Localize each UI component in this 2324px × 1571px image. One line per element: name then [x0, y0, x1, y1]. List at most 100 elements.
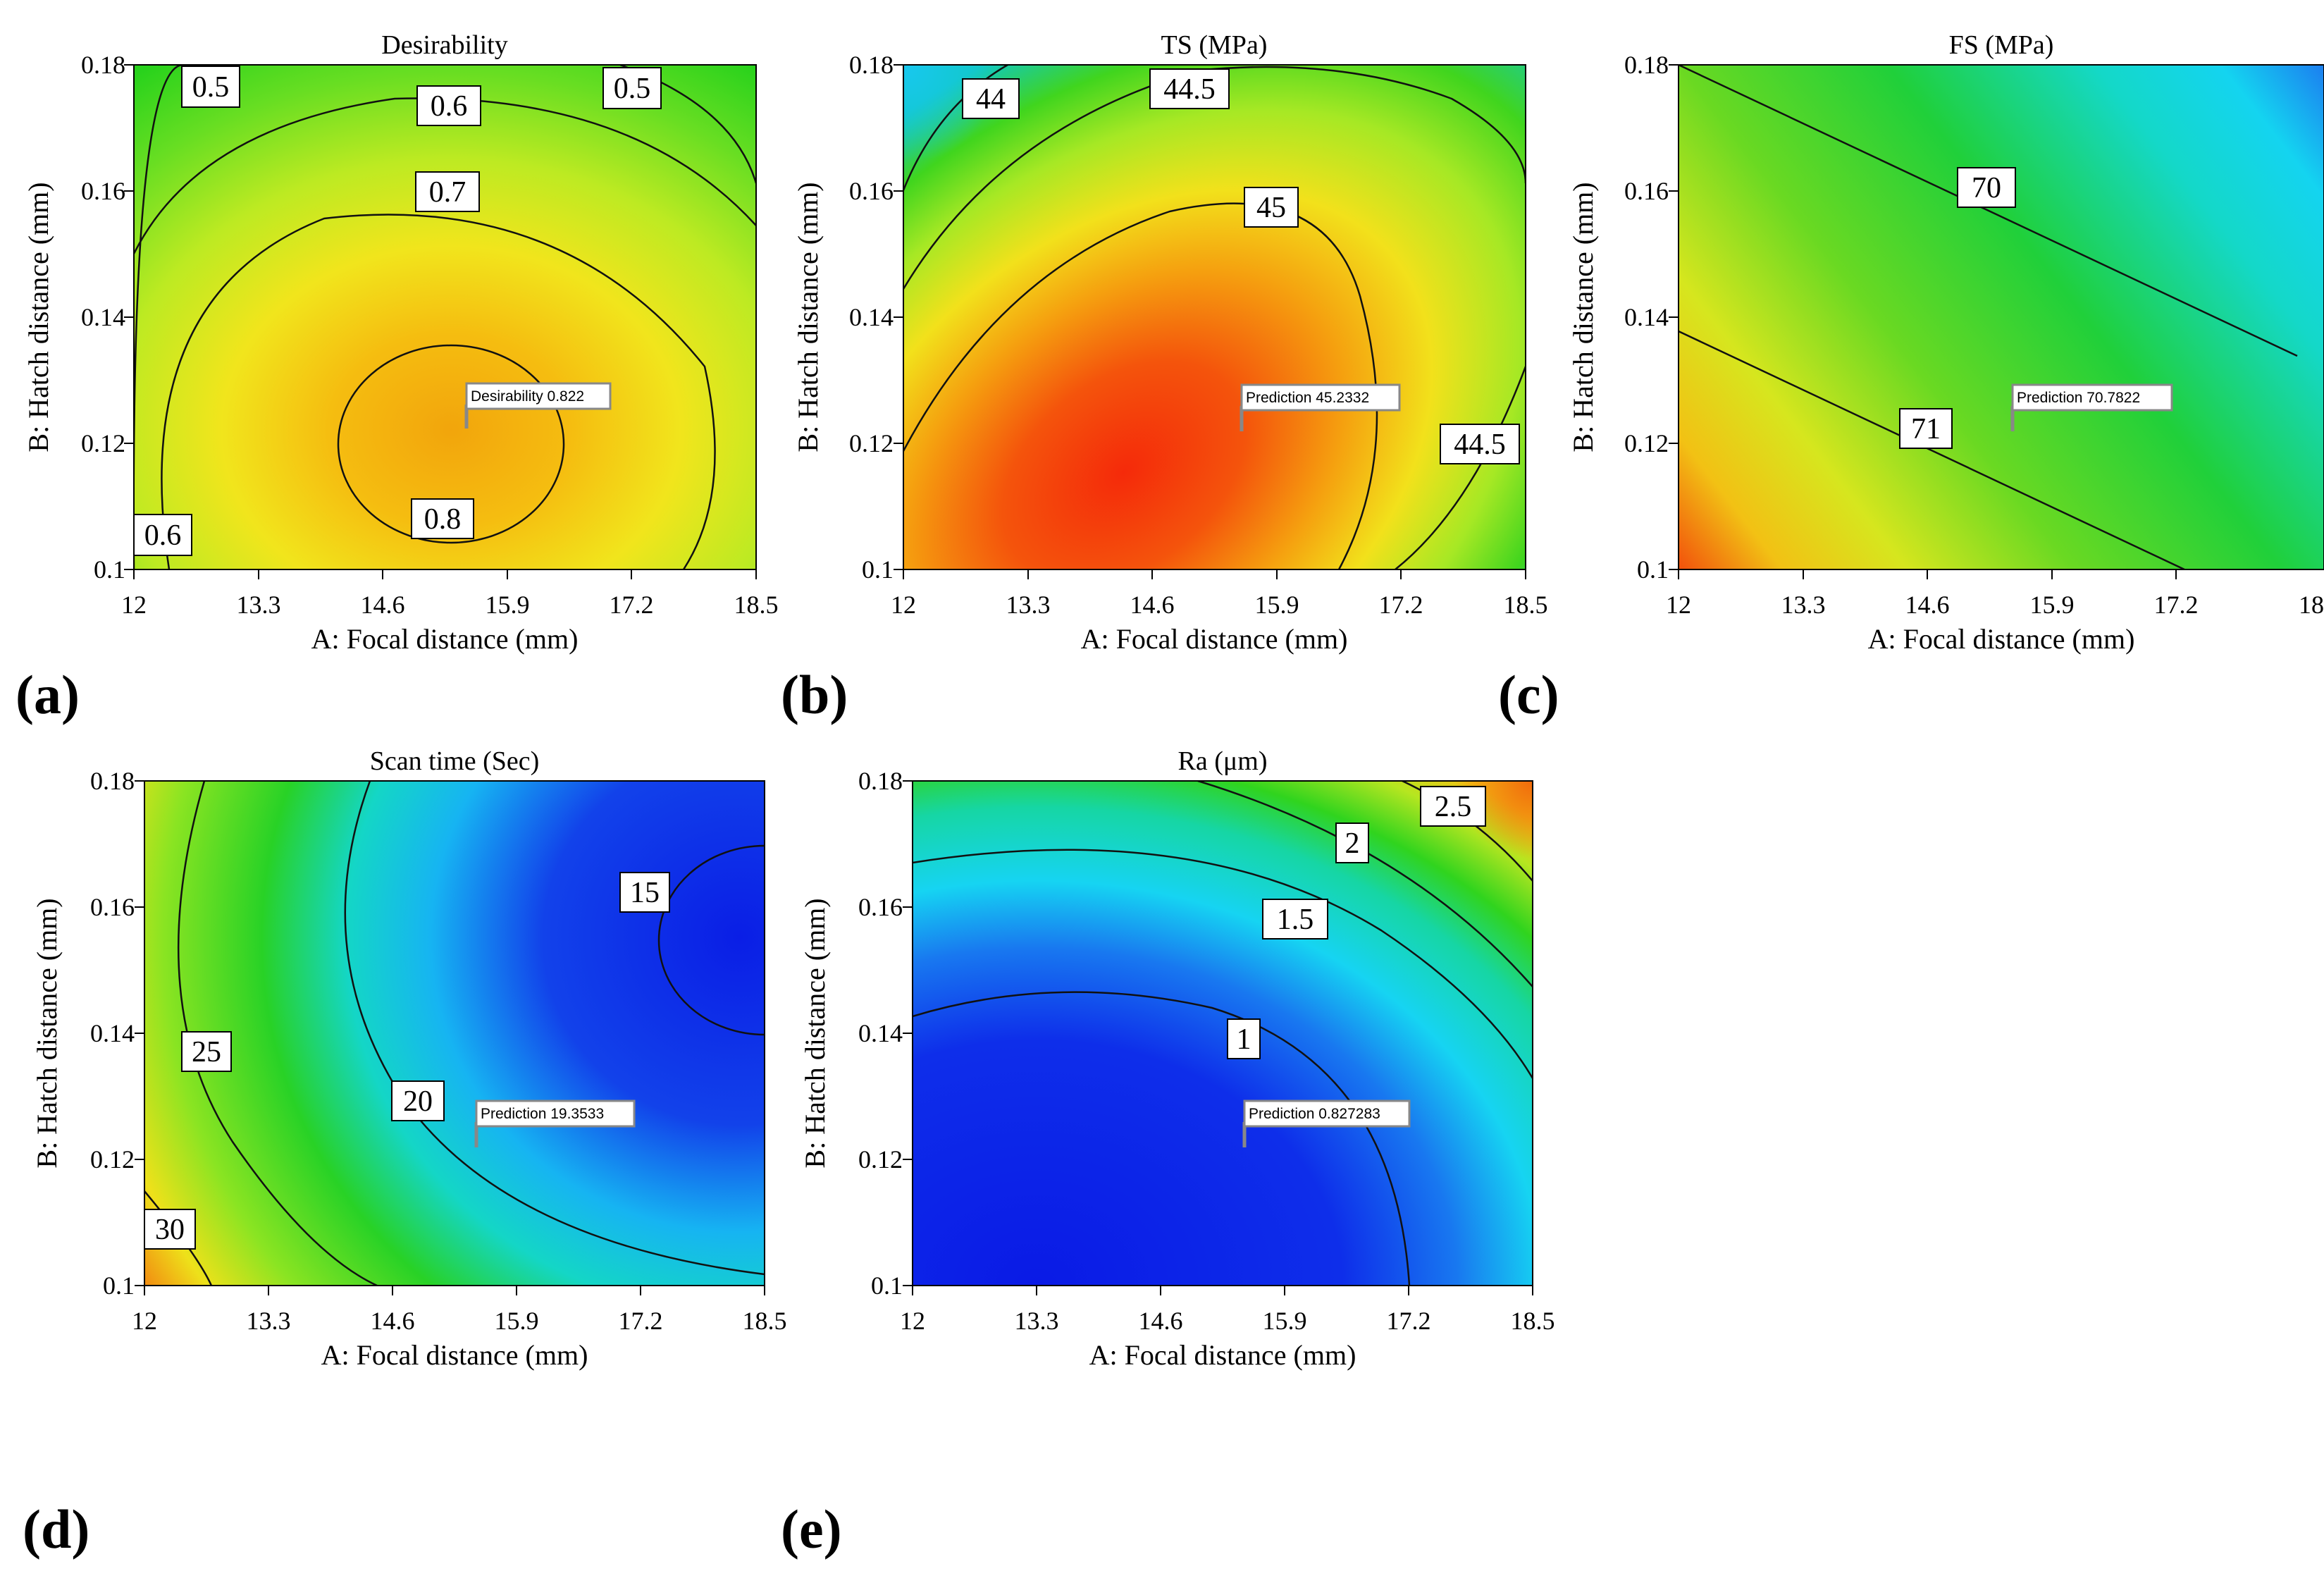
contour-label-e-2: 2 — [1335, 823, 1369, 863]
heatmap-d — [144, 781, 765, 1286]
contour-label-b-4: 44.5 — [1440, 424, 1520, 464]
svg-text:44.5: 44.5 — [1163, 73, 1216, 106]
x-tick-a: 14.6 — [361, 591, 405, 619]
prediction-flag-a: Desirability 0.822 — [464, 382, 612, 429]
contour-label-b-3: 45 — [1244, 187, 1299, 228]
contour-label-d-3: 25 — [181, 1031, 232, 1072]
x-tick-a: 12 — [121, 591, 147, 619]
svg-text:1.5: 1.5 — [1277, 904, 1314, 936]
svg-text:0.5: 0.5 — [192, 71, 230, 104]
svg-text:0.6: 0.6 — [144, 519, 182, 552]
y-tick-d: 0.18 — [90, 767, 135, 795]
contour-label-e-1: 2.5 — [1420, 786, 1486, 827]
y-tick-c: 0.12 — [1624, 429, 1669, 457]
contour-label-a-6: 0.6 — [133, 514, 192, 556]
y-axis-label-d: B: Hatch distance (mm) — [31, 898, 63, 1168]
x-tick-d: 13.3 — [247, 1307, 291, 1335]
ticks-e — [903, 780, 1533, 1295]
y-tick-d: 0.16 — [90, 893, 135, 921]
x-axis-label-e: A: Focal distance (mm) — [1089, 1339, 1356, 1371]
y-tick-d: 0.1 — [103, 1271, 135, 1300]
contour-label-c-1: 70 — [1957, 167, 2016, 208]
svg-text:25: 25 — [192, 1036, 221, 1068]
panel-a: 0.5 0.6 0.7 0.8 0.5 0.6 Desirability 0.8… — [16, 30, 779, 725]
y-axis-label-c: B: Hatch distance (mm) — [1567, 182, 1599, 452]
svg-text:1: 1 — [1237, 1023, 1251, 1056]
svg-text:0.5: 0.5 — [614, 73, 651, 105]
panel-b: 44 44.5 45 44.5 Prediction 45.2332 TS (M… — [781, 30, 1548, 725]
y-tick-a: 0.18 — [81, 51, 125, 79]
panel-d: 15 20 25 30 Prediction 19.3533 Scan time… — [23, 746, 787, 1560]
svg-text:15: 15 — [630, 877, 660, 909]
svg-text:Prediction 70.7822: Prediction 70.7822 — [2017, 390, 2140, 406]
panel-label-b: (b) — [781, 664, 848, 725]
svg-text:30: 30 — [155, 1214, 185, 1246]
contour-label-b-1: 44 — [962, 78, 1020, 119]
x-tick-d: 14.6 — [371, 1307, 415, 1335]
prediction-flag-e: Prediction 0.827283 — [1242, 1099, 1411, 1147]
contour-label-e-3: 1.5 — [1262, 899, 1328, 939]
panel-label-a: (a) — [16, 664, 80, 725]
x-tick-d: 15.9 — [495, 1307, 539, 1335]
panel-c: 70 71 Prediction 70.7822 FS (MPa) A: Foc… — [1498, 30, 2324, 725]
svg-text:71: 71 — [1911, 413, 1941, 445]
contour-label-a-5: 0.5 — [602, 67, 662, 109]
chart-title-e: Ra (μm) — [1178, 746, 1268, 776]
x-tick-a: 17.2 — [610, 591, 654, 619]
y-tick-e: 0.16 — [858, 893, 903, 921]
contour-label-e-4: 1 — [1227, 1018, 1261, 1059]
ticks-c — [1669, 64, 2177, 579]
y-tick-b: 0.18 — [849, 51, 894, 79]
panel-label-d: (d) — [23, 1498, 89, 1560]
heatmap-a — [134, 65, 756, 569]
svg-text:44.5: 44.5 — [1454, 429, 1506, 461]
chart-title-c: FS (MPa) — [1949, 30, 2054, 60]
x-tick-c: 12 — [1666, 591, 1691, 619]
contour-label-d-1: 15 — [619, 872, 670, 913]
y-tick-b: 0.14 — [849, 303, 894, 331]
y-tick-b: 0.16 — [849, 177, 894, 205]
ticks-d — [135, 780, 765, 1295]
x-tick-c: 13.3 — [1781, 591, 1826, 619]
panel-e: 2.5 2 1.5 1 Prediction 0.827283 Ra (μm) … — [781, 746, 1555, 1560]
contour-label-a-1: 0.5 — [181, 66, 240, 108]
svg-text:2.5: 2.5 — [1435, 791, 1472, 823]
x-tick-b: 14.6 — [1130, 591, 1175, 619]
heatmap-c — [1679, 65, 2324, 569]
svg-text:Desirability 0.822: Desirability 0.822 — [471, 388, 584, 405]
svg-text:0.7: 0.7 — [429, 176, 466, 209]
y-tick-a: 0.1 — [94, 555, 125, 584]
x-tick-b: 13.3 — [1006, 591, 1051, 619]
x-tick-e: 14.6 — [1139, 1307, 1183, 1335]
x-tick-e: 12 — [900, 1307, 925, 1335]
y-tick-e: 0.1 — [871, 1271, 903, 1300]
y-tick-d: 0.12 — [90, 1145, 135, 1173]
svg-text:70: 70 — [1972, 172, 2001, 204]
svg-text:20: 20 — [403, 1085, 433, 1118]
prediction-flag-b: Prediction 45.2332 — [1240, 383, 1401, 431]
x-tick-c: 17.2 — [2154, 591, 2199, 619]
y-tick-a: 0.12 — [81, 429, 125, 457]
x-tick-b: 18.5 — [1504, 591, 1548, 619]
contour-label-d-4: 30 — [144, 1209, 196, 1250]
svg-text:Prediction 19.3533: Prediction 19.3533 — [481, 1106, 604, 1122]
x-tick-e: 15.9 — [1263, 1307, 1307, 1335]
chart-title-d: Scan time (Sec) — [370, 746, 540, 776]
y-axis-label-a: B: Hatch distance (mm) — [23, 182, 54, 452]
y-tick-a: 0.14 — [81, 303, 125, 331]
x-tick-d: 17.2 — [619, 1307, 663, 1335]
x-axis-label-d: A: Focal distance (mm) — [321, 1339, 588, 1371]
y-tick-e: 0.12 — [858, 1145, 903, 1173]
x-axis-label-a: A: Focal distance (mm) — [311, 623, 579, 655]
x-tick-a: 13.3 — [237, 591, 281, 619]
svg-text:45: 45 — [1256, 192, 1286, 224]
x-tick-b: 15.9 — [1255, 591, 1299, 619]
x-tick-e: 18.5 — [1511, 1307, 1555, 1335]
panel-label-e: (e) — [781, 1498, 842, 1560]
y-axis-label-b: B: Hatch distance (mm) — [792, 182, 824, 452]
svg-text:44: 44 — [976, 83, 1006, 116]
x-tick-b: 17.2 — [1379, 591, 1423, 619]
y-tick-d: 0.14 — [90, 1019, 135, 1047]
y-tick-c: 0.1 — [1637, 555, 1669, 584]
x-tick-e: 17.2 — [1387, 1307, 1431, 1335]
